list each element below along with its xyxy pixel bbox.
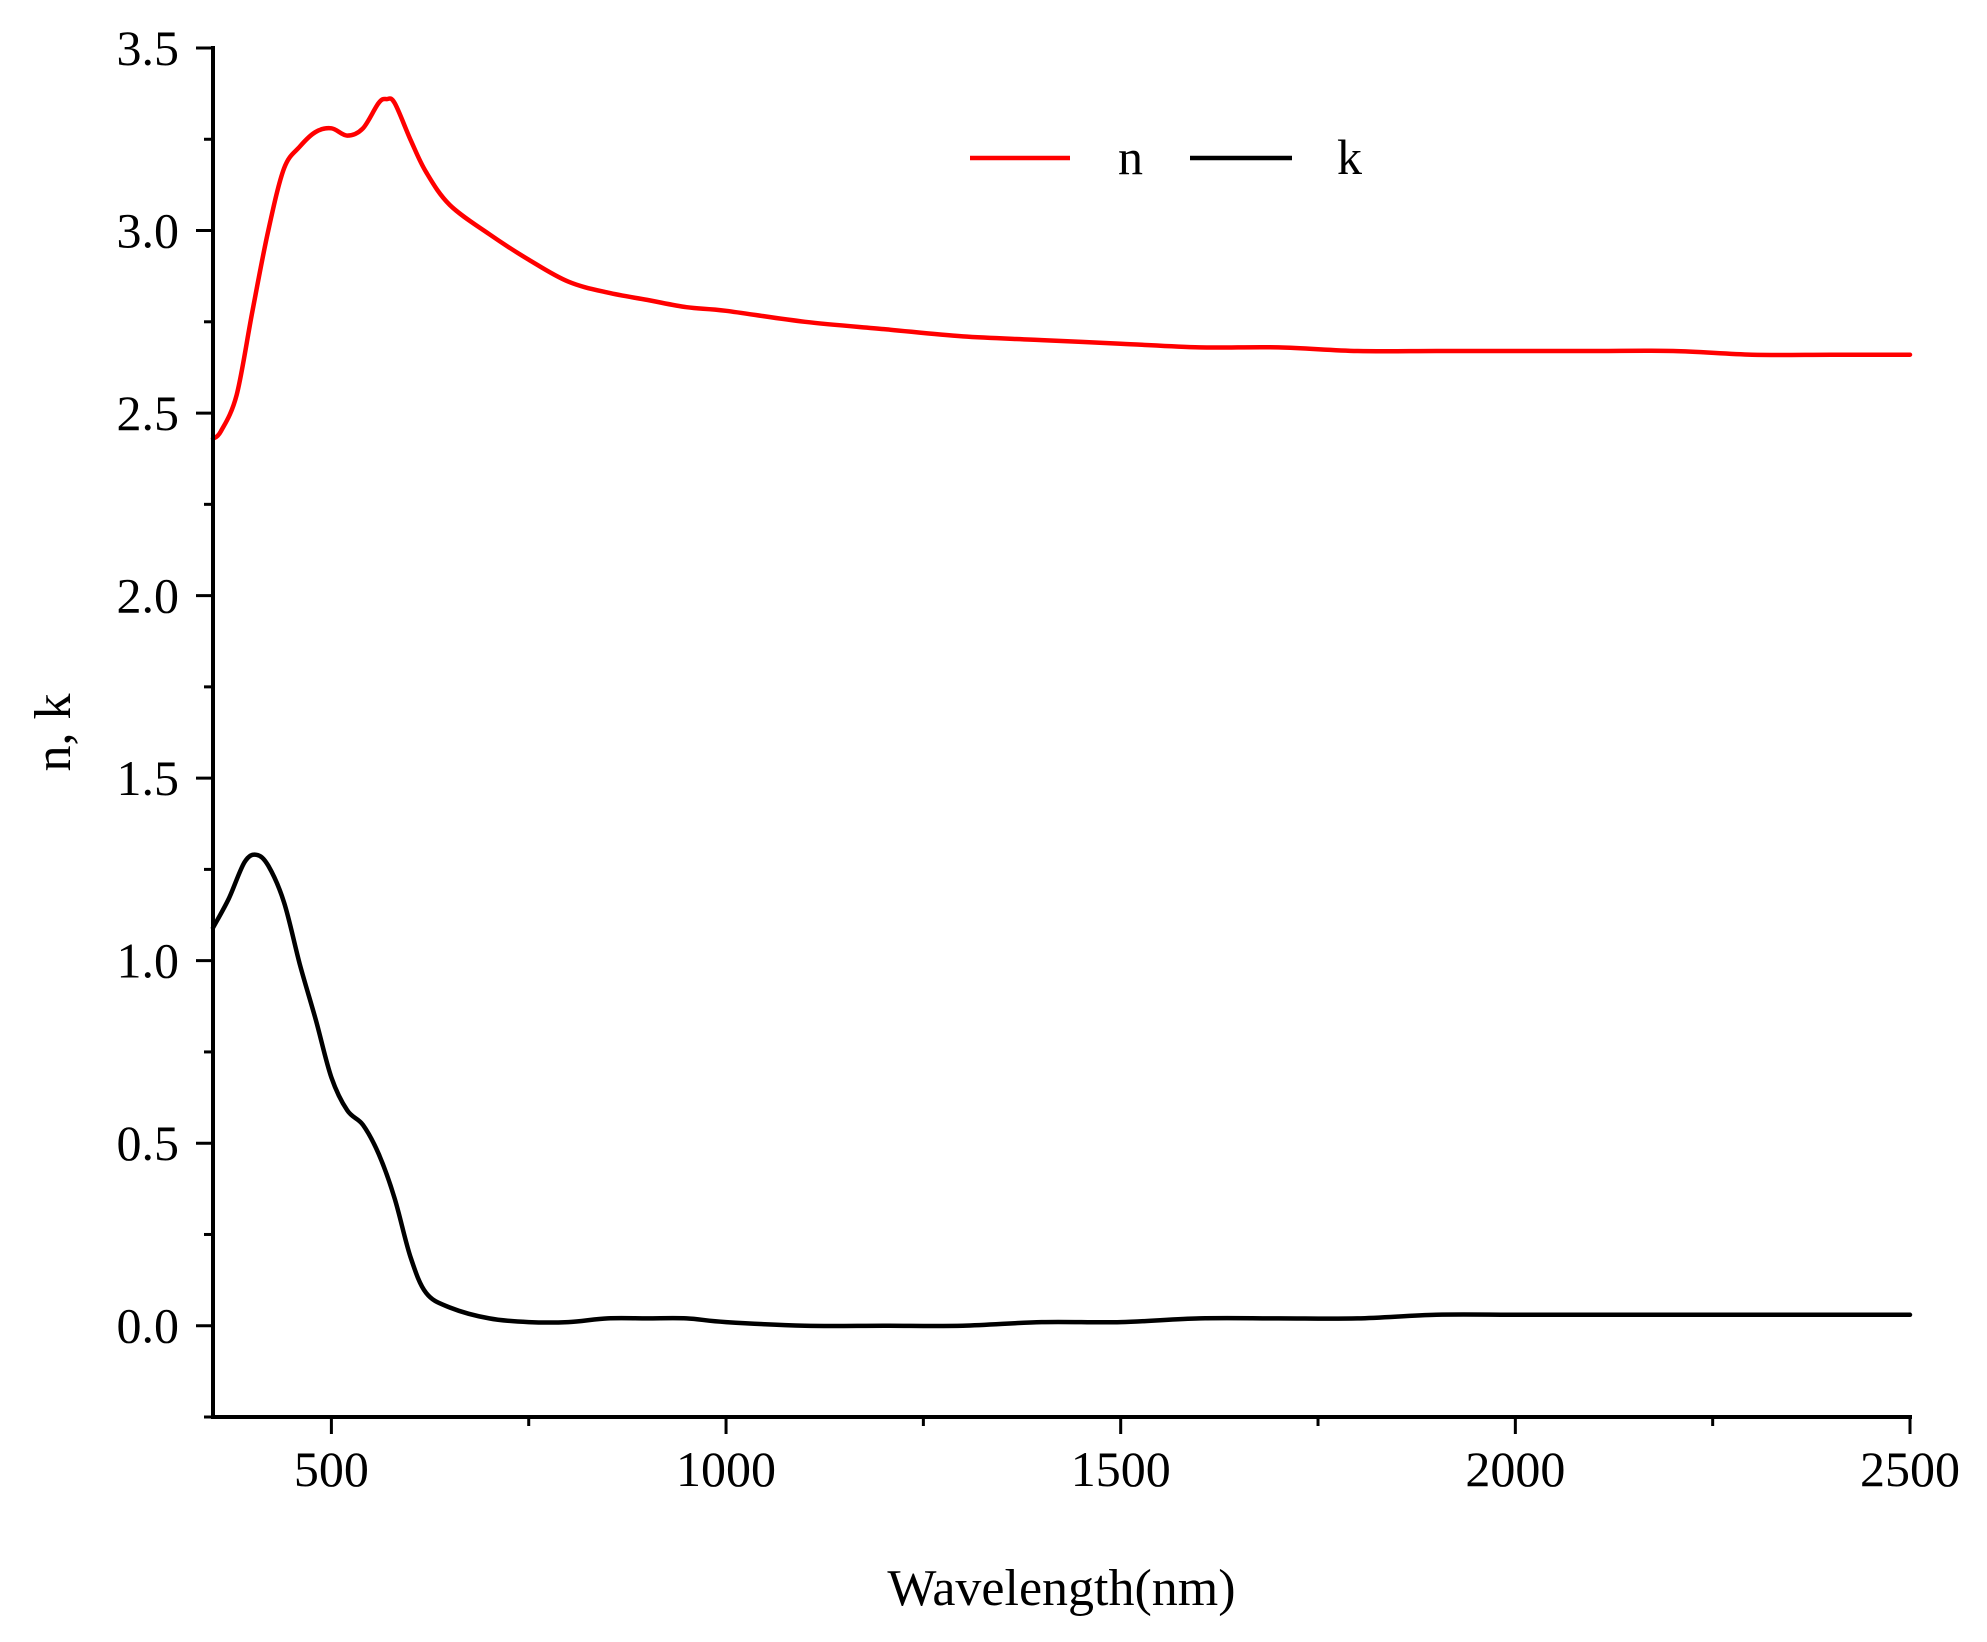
y-tick-label: 3.0 <box>117 203 180 259</box>
ticks: 0.0 0.5 1.0 1.5 2.0 2.5 3.0 3.5 500 1000 1500 2000 2… <box>117 20 1961 1497</box>
y-axis-title: n, k <box>25 694 82 772</box>
x-tick-label: 2000 <box>1465 1441 1565 1497</box>
series-line-n <box>210 96 1913 441</box>
x-tick-label: 500 <box>294 1441 369 1497</box>
legend-label-n: n <box>1118 129 1143 185</box>
y-tick-label: 2.5 <box>117 385 180 441</box>
series-lines <box>210 96 1913 1329</box>
x-tick-label: 1500 <box>1071 1441 1171 1497</box>
legend-label-k: k <box>1337 129 1362 185</box>
x-tick-label: 1000 <box>676 1441 776 1497</box>
series-line-k <box>210 852 1913 1329</box>
y-tick-label: 3.5 <box>117 20 180 76</box>
y-tick-label: 2.0 <box>117 568 180 624</box>
x-axis-title: Wavelength(nm) <box>887 1560 1235 1617</box>
y-tick-label: 0.5 <box>117 1115 180 1171</box>
axes <box>211 46 1912 1419</box>
plot-area <box>213 48 1910 1417</box>
x-tick-label: 2500 <box>1860 1441 1960 1497</box>
y-tick-label: 1.0 <box>117 933 180 989</box>
plot-background <box>213 48 1910 1417</box>
y-tick-label: 0.0 <box>117 1298 180 1354</box>
y-tick-label: 1.5 <box>117 750 180 806</box>
